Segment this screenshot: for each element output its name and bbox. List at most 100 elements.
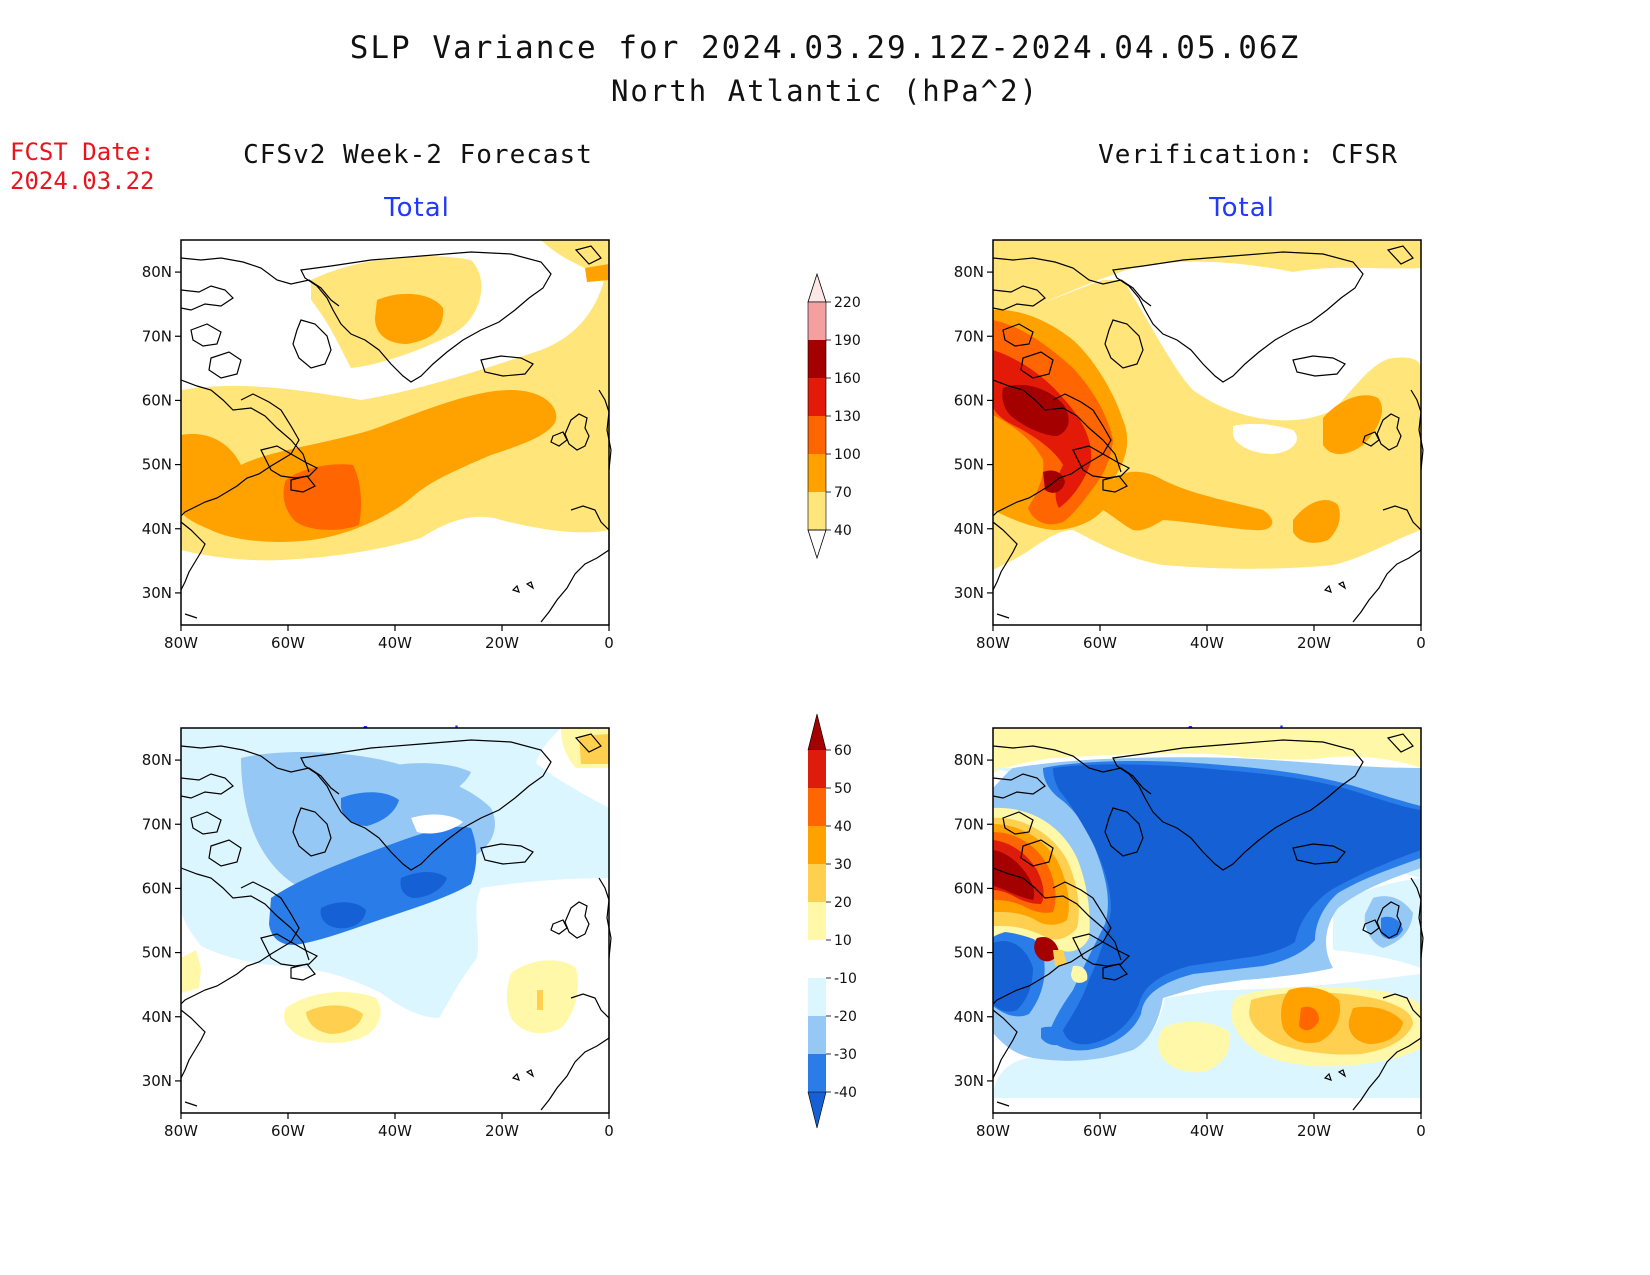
colorbar-anomaly-swatch: [808, 826, 826, 864]
lat-tick-label: 60N: [954, 391, 984, 409]
colorbar-total-label: 100: [834, 447, 861, 463]
colorbar-anomaly: -40 -30 -20 -10 10 20 30 40 50 60: [807, 713, 857, 1129]
lon-tick-label: 60W: [1083, 634, 1117, 652]
colorbar-anomaly-label: 60: [834, 743, 852, 759]
lat-tick-label: 50N: [954, 456, 984, 474]
lon-tick-label: 0: [604, 1122, 614, 1140]
colorbar-anomaly-swatch: [808, 864, 826, 902]
colorbar-total-label: 40: [834, 523, 852, 539]
contour-fill-verification-anomaly: [993, 728, 1421, 1098]
lat-tick-label: 70N: [142, 327, 172, 345]
lat-tick-label: 30N: [954, 584, 984, 602]
lon-tick-label: 40W: [1190, 634, 1224, 652]
lat-tick-label: 60N: [954, 879, 984, 897]
axis-ticks-verification-total: 80W 60W 40W 20W 0 30N 40N 50N 60N 70N 80N: [954, 263, 1426, 652]
lat-tick-label: 80N: [142, 751, 172, 769]
lat-tick-label: 50N: [142, 944, 172, 962]
lat-tick-label: 70N: [954, 815, 984, 833]
forecast-date-block: FCST Date: 2024.03.22: [10, 138, 155, 196]
lat-tick-label: 80N: [954, 263, 984, 281]
lon-tick-label: 20W: [1297, 1122, 1331, 1140]
map-forecast-anomaly: 80W 60W 40W 20W 0 30N 40N 50N 60N 70N 80N: [142, 727, 614, 1140]
lon-tick-label: 20W: [485, 634, 519, 652]
lon-tick-label: 60W: [271, 1122, 305, 1140]
colorbar-anomaly-label: 20: [834, 895, 852, 911]
colorbar-total-label: 160: [834, 371, 861, 387]
lat-tick-label: 30N: [142, 584, 172, 602]
colorbar-anomaly-swatch: [808, 750, 826, 788]
axis-ticks-forecast-anomaly: 80W 60W 40W 20W 0 30N 40N 50N 60N 70N 80N: [142, 751, 614, 1140]
lat-tick-label: 40N: [954, 1008, 984, 1026]
colorbar-anomaly-label: -10: [834, 971, 857, 987]
colorbar-anomaly-label: 50: [834, 781, 852, 797]
forecast-date-label: FCST Date:: [10, 138, 155, 166]
lon-tick-label: 80W: [164, 634, 198, 652]
contour-fill-forecast-anomaly: [181, 728, 609, 1043]
lon-tick-label: 20W: [485, 1122, 519, 1140]
lat-tick-label: 50N: [954, 944, 984, 962]
column-title-verification: Verification: CFSR: [1098, 140, 1398, 170]
lon-tick-label: 0: [1416, 634, 1426, 652]
map-verification-anomaly: 80W 60W 40W 20W 0 30N 40N 50N 60N 70N 80N: [954, 727, 1426, 1140]
lon-tick-label: 40W: [378, 1122, 412, 1140]
lon-tick-label: 0: [604, 634, 614, 652]
lat-tick-label: 80N: [954, 751, 984, 769]
colorbar-total-swatch: [808, 454, 826, 492]
colorbar-anomaly-swatch: [808, 788, 826, 826]
colorbar-total-label: 220: [834, 295, 861, 311]
colorbar-total-swatch: [808, 492, 826, 530]
colorbar-total-swatch: [808, 302, 826, 340]
lat-tick-label: 80N: [142, 263, 172, 281]
colorbar-anomaly-label: 10: [834, 933, 852, 949]
lon-tick-label: 40W: [1190, 1122, 1224, 1140]
main-title: SLP Variance for 2024.03.29.12Z-2024.04.…: [349, 30, 1301, 66]
map-verification-total: 80W 60W 40W 20W 0 30N 40N 50N 60N 70N 80N: [954, 239, 1426, 652]
lat-tick-label: 70N: [142, 815, 172, 833]
colorbar-total-swatch: [808, 340, 826, 378]
colorbar-anomaly-extend-bottom: [807, 1091, 827, 1129]
colorbar-anomaly-swatch: [808, 978, 826, 1016]
lat-tick-label: 70N: [954, 327, 984, 345]
colorbar-anomaly-extend-top: [807, 713, 827, 751]
main-subtitle: North Atlantic (hPa^2): [610, 74, 1040, 108]
colorbar-anomaly-swatch: [808, 940, 826, 978]
axis-ticks-verification-anomaly: 80W 60W 40W 20W 0 30N 40N 50N 60N 70N 80N: [954, 751, 1426, 1140]
lon-tick-label: 80W: [976, 634, 1010, 652]
colorbar-total-swatch: [808, 378, 826, 416]
lon-tick-label: 60W: [271, 634, 305, 652]
lon-tick-label: 60W: [1083, 1122, 1117, 1140]
colorbar-anomaly-swatch: [808, 1016, 826, 1054]
colorbar-total-label: 190: [834, 333, 861, 349]
forecast-date-value: 2024.03.22: [10, 167, 155, 195]
lat-tick-label: 40N: [142, 520, 172, 538]
lat-tick-label: 40N: [142, 1008, 172, 1026]
map-forecast-total: 80W 60W 40W 20W 0 30N 40N 50N 60N 70N 80N: [142, 239, 614, 652]
lat-tick-label: 30N: [954, 1072, 984, 1090]
colorbar-anomaly-label: -40: [834, 1085, 857, 1101]
colorbar-total: 40 70 100 130 160 190 220: [807, 272, 861, 560]
contour-fill-forecast-total: [181, 240, 609, 561]
panel-title-verification-total: Total: [1209, 193, 1275, 223]
colorbar-anomaly-swatch: [808, 1054, 826, 1092]
panel-title-forecast-total: Total: [384, 193, 450, 223]
lon-tick-label: 40W: [378, 634, 412, 652]
colorbar-total-label: 70: [834, 485, 852, 501]
lat-tick-label: 30N: [142, 1072, 172, 1090]
colorbar-anomaly-swatch: [808, 902, 826, 940]
column-title-forecast: CFSv2 Week-2 Forecast: [243, 140, 593, 170]
lat-tick-label: 40N: [954, 520, 984, 538]
colorbar-anomaly-label: 40: [834, 819, 852, 835]
axis-ticks-forecast-total: 80W 60W 40W 20W 0 30N 40N 50N 60N 70N 80N: [142, 263, 614, 652]
lon-tick-label: 80W: [164, 1122, 198, 1140]
lat-tick-label: 50N: [142, 456, 172, 474]
lat-tick-label: 60N: [142, 879, 172, 897]
colorbar-total-extend-top: [807, 272, 827, 303]
colorbar-anomaly-label: -30: [834, 1047, 857, 1063]
contour-fill-verification-total: [993, 240, 1421, 570]
lon-tick-label: 80W: [976, 1122, 1010, 1140]
colorbar-anomaly-label: 30: [834, 857, 852, 873]
lon-tick-label: 20W: [1297, 634, 1331, 652]
colorbar-anomaly-label: -20: [834, 1009, 857, 1025]
lon-tick-label: 0: [1416, 1122, 1426, 1140]
lat-tick-label: 60N: [142, 391, 172, 409]
